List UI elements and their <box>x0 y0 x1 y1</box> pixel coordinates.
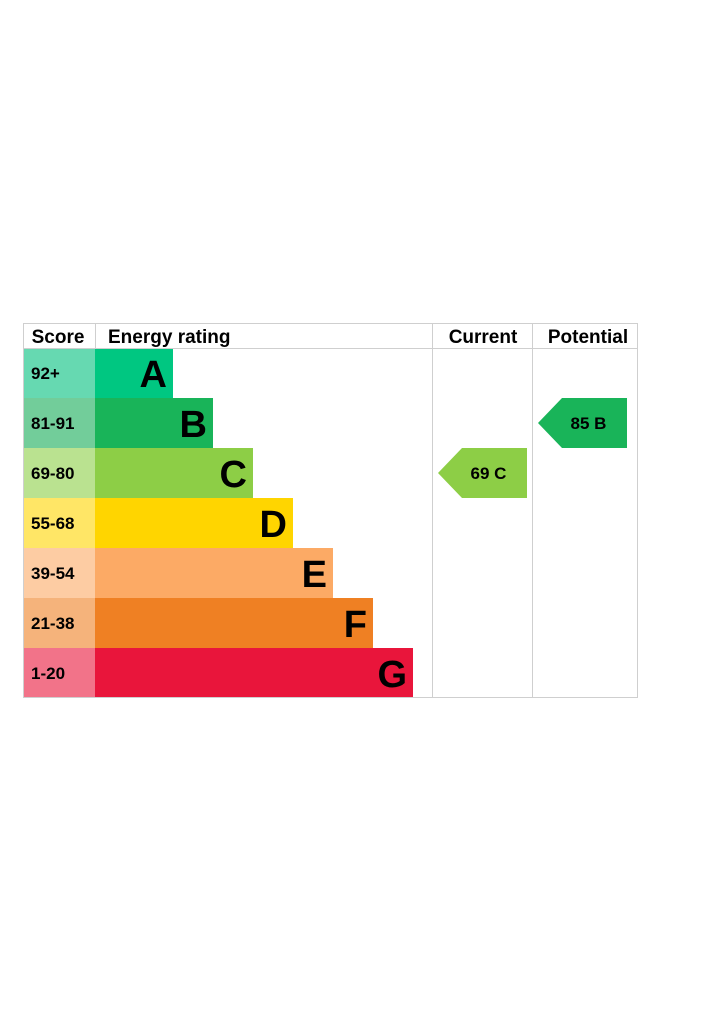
rating-bands: 92+ A 81-91 B 69-80 C 55-68 D 39-54 E 21-38 F 1-20 G <box>23 348 413 698</box>
band-bar-g <box>95 648 413 698</box>
band-bar-b <box>95 398 213 448</box>
band-letter-a: A <box>140 354 167 396</box>
potential-header: Potential <box>548 327 628 348</box>
score-cell-d <box>23 498 95 548</box>
band-bar-a <box>95 348 173 398</box>
score-range-g: 1-20 <box>31 664 65 683</box>
rating-arrows: 69 C 85 B <box>438 398 627 498</box>
current-header: Current <box>449 327 518 348</box>
table-border <box>23 323 638 698</box>
band-letter-c: C <box>220 454 247 496</box>
current-rating-label: 69 C <box>471 464 507 483</box>
band-bar-d <box>95 498 293 548</box>
score-range-a: 92+ <box>31 364 60 383</box>
potential-rating-label: 85 B <box>571 414 607 433</box>
score-cell-f <box>23 598 95 648</box>
score-cell-b <box>23 398 95 448</box>
score-cell-e <box>23 548 95 598</box>
score-range-f: 21-38 <box>31 614 74 633</box>
potential-arrow <box>538 398 627 448</box>
score-range-c: 69-80 <box>31 464 74 483</box>
band-letter-f: F <box>344 604 367 646</box>
score-cell-c <box>23 448 95 498</box>
band-letter-d: D <box>260 504 287 546</box>
band-letter-e: E <box>302 554 327 596</box>
band-bar-e <box>95 548 333 598</box>
band-bar-c <box>95 448 253 498</box>
score-range-b: 81-91 <box>31 414 74 433</box>
score-header: Score <box>32 327 85 348</box>
energy-rating-header: Energy rating <box>108 327 230 348</box>
band-letter-g: G <box>377 654 407 696</box>
table-grid <box>23 323 638 698</box>
score-cell-g <box>23 648 95 698</box>
score-range-d: 55-68 <box>31 514 74 533</box>
current-arrow <box>438 448 527 498</box>
score-cell-a <box>23 348 95 398</box>
score-range-e: 39-54 <box>31 564 75 583</box>
band-letter-b: B <box>180 404 207 446</box>
band-bar-f <box>95 598 373 648</box>
